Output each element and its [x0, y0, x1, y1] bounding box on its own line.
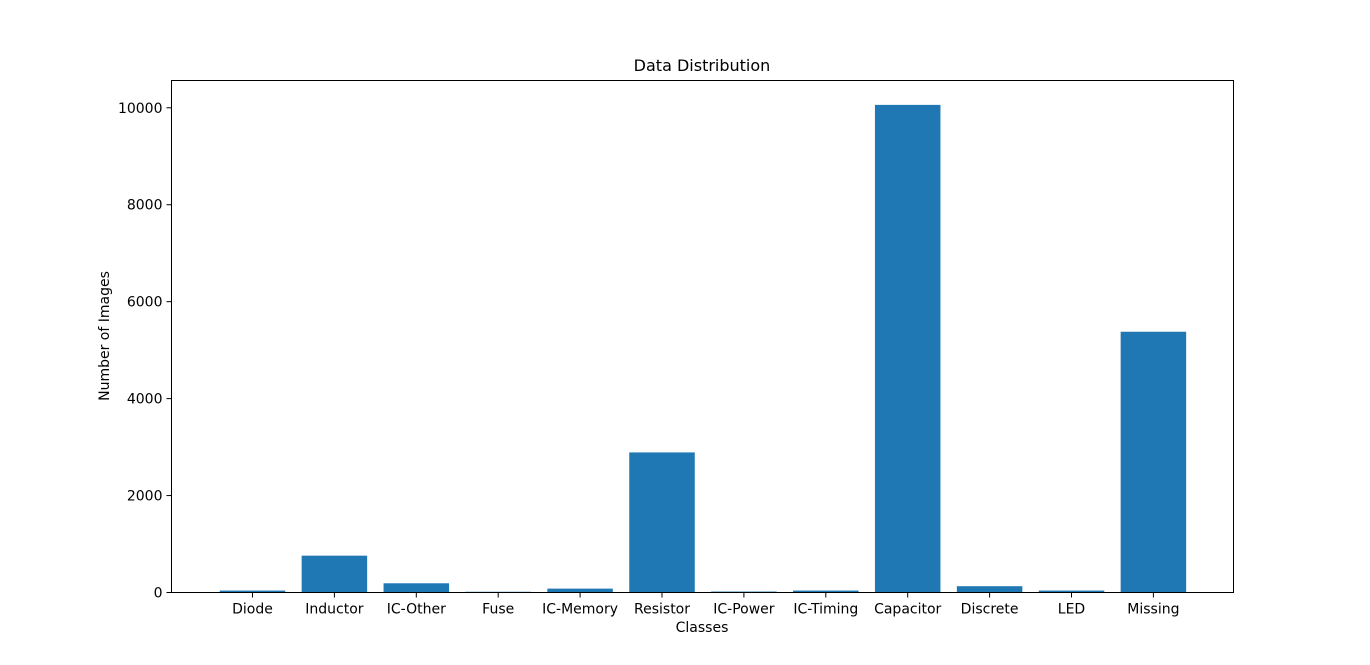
bar-ic-timing — [793, 590, 859, 593]
bar-resistor — [629, 452, 695, 593]
bar-ic-other — [383, 583, 450, 593]
x-tick-label: Discrete — [961, 602, 1019, 618]
y-tick-label: 10000 — [118, 101, 163, 117]
y-axis-label: Number of Images — [97, 271, 113, 401]
bar-discrete — [956, 586, 1023, 593]
plot-frame — [171, 80, 1234, 593]
y-tick-label: 8000 — [127, 198, 163, 214]
y-axis-ticks: 0 2000 4000 6000 8000 10000 — [118, 101, 172, 602]
bar-diode — [219, 590, 286, 593]
x-tick-label: IC-Power — [713, 602, 775, 618]
x-tick-label: IC-Other — [387, 602, 446, 618]
y-tick-label: 6000 — [127, 295, 163, 311]
x-tick-label: Resistor — [634, 602, 690, 618]
chart-title: Data Distribution — [634, 56, 771, 75]
x-tick-label: Inductor — [305, 602, 364, 618]
x-axis-ticks: Diode Inductor IC-Other Fuse IC-Memory Resist… — [232, 592, 1180, 618]
x-tick-label: Diode — [232, 602, 273, 618]
bar-inductor — [301, 555, 368, 593]
x-tick-label: Missing — [1127, 602, 1179, 618]
bar-capacitor — [874, 104, 941, 593]
y-tick-label: 4000 — [127, 392, 163, 408]
x-tick-label: Fuse — [482, 602, 514, 618]
x-axis-label: Classes — [676, 620, 729, 636]
bars-group — [219, 104, 1187, 593]
x-tick-label: LED — [1058, 602, 1085, 618]
x-tick-label: Capacitor — [874, 602, 941, 618]
x-tick-label: IC-Memory — [542, 602, 618, 618]
y-tick-label: 0 — [154, 586, 163, 602]
bar-missing — [1120, 331, 1187, 593]
bar-ic-memory — [547, 588, 613, 593]
x-tick-label: IC-Timing — [793, 602, 858, 618]
y-tick-label: 2000 — [127, 489, 163, 505]
bar-led — [1038, 590, 1105, 593]
